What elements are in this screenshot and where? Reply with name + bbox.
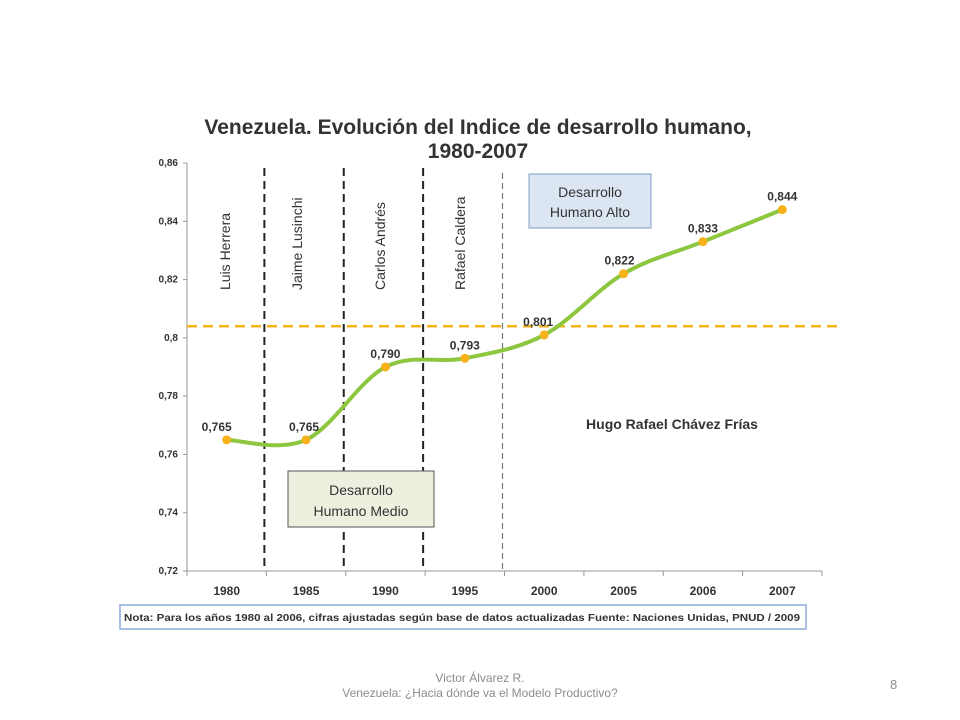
data-point bbox=[777, 205, 787, 215]
period-label: Luis Herrera bbox=[217, 213, 233, 290]
y-tick-label: 0,82 bbox=[159, 275, 179, 286]
data-point bbox=[301, 435, 311, 445]
data-label: 0,833 bbox=[688, 222, 718, 236]
box-medium-group: Desarrollo Humano Medio bbox=[287, 470, 435, 528]
y-tick-label: 0,74 bbox=[159, 508, 179, 519]
y-tick-label: 0,76 bbox=[159, 449, 179, 460]
box-medium-line1: Desarrollo bbox=[329, 482, 393, 498]
data-point bbox=[698, 237, 708, 247]
page-number: 8 bbox=[890, 677, 898, 692]
period-label: Jaime Lusinchi bbox=[289, 197, 305, 290]
x-tick-label: 1985 bbox=[293, 584, 320, 598]
data-label: 0,765 bbox=[289, 420, 319, 434]
footer-subtitle: Venezuela: ¿Hacia dónde va el Modelo Pro… bbox=[342, 686, 618, 700]
y-tick-label: 0,8 bbox=[164, 333, 178, 344]
data-label: 0,765 bbox=[202, 420, 232, 434]
period-label: Rafael Caldera bbox=[452, 196, 468, 290]
note-box bbox=[119, 604, 807, 630]
y-tick-label: 0,86 bbox=[159, 158, 179, 169]
x-tick-label: 1980 bbox=[213, 584, 240, 598]
note-group: Nota: Para los años 1980 al 2006, cifras… bbox=[119, 604, 807, 630]
data-label: 0,844 bbox=[767, 190, 797, 204]
chart-title-line1: Venezuela. Evolución del Indice de desar… bbox=[204, 116, 751, 139]
footer-author: Victor Álvarez R. bbox=[435, 671, 525, 685]
x-tick-label: 1990 bbox=[372, 584, 399, 598]
x-tick-label: 1995 bbox=[451, 584, 478, 598]
data-label: 0,801 bbox=[523, 315, 553, 329]
x-tick-label: 2005 bbox=[610, 584, 637, 598]
y-tick-label: 0,78 bbox=[159, 391, 179, 402]
plot-area: 0,72 0,74 0,76 0,78 0,8 0,82 0,84 0,86 1980 1985 1… bbox=[159, 158, 840, 598]
note-text: Nota: Para los años 1980 al 2006, cifras… bbox=[124, 612, 800, 624]
data-point bbox=[222, 435, 232, 445]
box-high-line2: Humano Alto bbox=[550, 204, 630, 220]
box-high-group: Desarrollo Humano Alto bbox=[528, 173, 652, 229]
data-point bbox=[539, 330, 549, 340]
x-tick-label: 2006 bbox=[690, 584, 717, 598]
x-tick-label: 2007 bbox=[769, 584, 796, 598]
data-point bbox=[619, 269, 629, 279]
data-label: 0,793 bbox=[450, 338, 480, 352]
data-label: 0,822 bbox=[605, 254, 635, 268]
data-point bbox=[380, 362, 390, 372]
box-medium-line2: Humano Medio bbox=[314, 503, 409, 519]
box-medium bbox=[287, 470, 435, 528]
series-line bbox=[224, 207, 785, 448]
x-tick-label: 2000 bbox=[531, 584, 558, 598]
box-high bbox=[528, 173, 652, 229]
data-point bbox=[460, 353, 470, 363]
chart-title-line2: 1980-2007 bbox=[428, 140, 528, 163]
period-current-label: Hugo Rafael Chávez Frías bbox=[586, 416, 758, 432]
box-high-line1: Desarrollo bbox=[558, 184, 622, 200]
y-tick-label: 0,72 bbox=[159, 566, 179, 577]
y-tick-label: 0,84 bbox=[159, 216, 179, 227]
data-label: 0,790 bbox=[370, 347, 400, 361]
period-label: Carlos Andrés bbox=[372, 202, 388, 290]
